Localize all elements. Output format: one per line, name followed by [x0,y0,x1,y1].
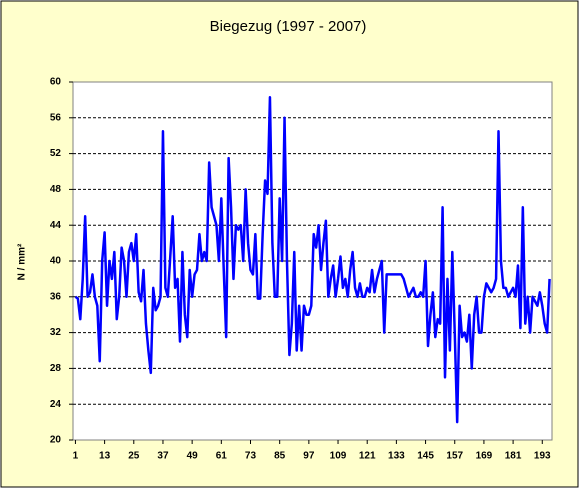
x-tick-label: 121 [359,451,376,462]
x-tick-label: 157 [446,451,463,462]
y-axis-label: N / mm² [17,243,28,280]
y-tick-label: 48 [50,184,62,195]
x-tick-label: 25 [128,451,140,462]
y-tick-label: 20 [50,435,62,446]
y-tick-label: 60 [50,77,62,88]
y-tick-label: 28 [50,363,62,374]
y-tick-label: 32 [50,327,62,338]
x-tick-label: 61 [216,451,228,462]
x-tick-label: 145 [417,451,434,462]
data-line [74,95,551,424]
y-tick-label: 44 [50,220,62,231]
x-tick-label: 13 [99,451,111,462]
y-tick-label: 52 [50,148,62,159]
x-tick-label: 133 [388,451,405,462]
y-tick-label: 56 [50,112,62,123]
y-tick-label: 24 [50,399,62,410]
x-tick-label: 181 [505,451,522,462]
y-tick-label: 40 [50,256,62,267]
x-tick-label: 169 [476,451,493,462]
x-tick-label: 49 [187,451,199,462]
x-tick-label: 73 [245,451,257,462]
x-tick-label: 85 [274,451,286,462]
x-tick-label: 37 [157,451,169,462]
x-tick-label: 109 [330,451,347,462]
chart-title: Biegezug (1997 - 2007) [210,18,367,35]
y-tick-label: 36 [50,291,62,302]
x-tick-label: 193 [534,451,551,462]
x-tick-label: 1 [73,451,79,462]
x-tick-label: 97 [303,451,315,462]
